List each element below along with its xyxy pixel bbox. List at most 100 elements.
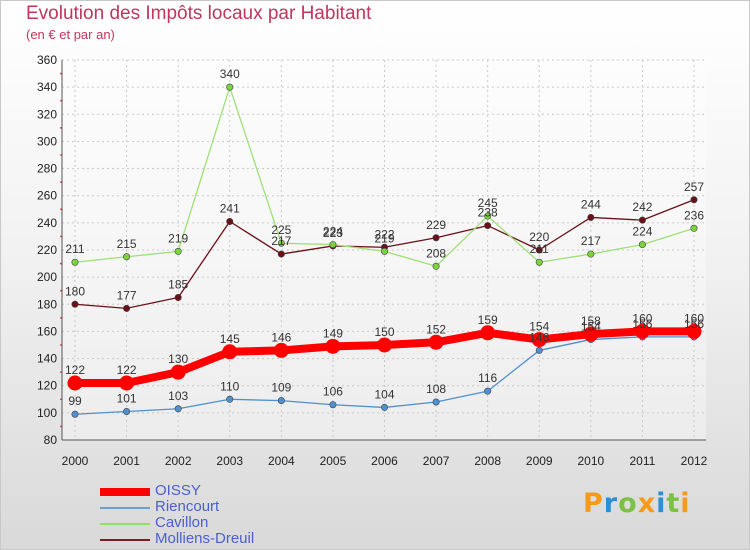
data-label-oissy: 160 — [684, 311, 704, 325]
y-tick-label: 120 — [37, 379, 57, 393]
data-label-molliens-dreuil: 177 — [117, 288, 137, 302]
y-minor-tick — [60, 126, 62, 129]
y-tick-label: 300 — [37, 134, 57, 148]
data-point-riencourt — [432, 398, 440, 406]
data-point-oissy — [583, 326, 599, 342]
x-tick-label: 2009 — [526, 454, 553, 468]
y-minor-tick — [60, 289, 62, 292]
data-point-oissy — [67, 375, 83, 391]
data-point-cavillon — [690, 224, 698, 232]
chart-subtitle: (en € et par an) — [26, 27, 115, 42]
x-tick-label: 2010 — [577, 454, 604, 468]
data-point-molliens-dreuil — [277, 250, 285, 258]
data-point-molliens-dreuil — [638, 216, 646, 224]
logo-letter: i — [656, 488, 667, 519]
data-label-oissy: 152 — [426, 322, 446, 336]
data-label-riencourt: 156 — [632, 317, 652, 331]
x-tick-label: 2004 — [268, 454, 295, 468]
data-label-molliens-dreuil: 222 — [374, 227, 394, 241]
data-label-molliens-dreuil: 242 — [632, 200, 652, 214]
y-tick-label: 240 — [37, 216, 57, 230]
data-label-molliens-dreuil: 241 — [220, 202, 240, 216]
data-point-riencourt — [174, 405, 182, 413]
data-label-cavillon: 219 — [374, 231, 394, 245]
x-tick-label: 2003 — [216, 454, 243, 468]
legend-swatch — [100, 488, 150, 496]
data-point-molliens-dreuil — [587, 213, 595, 221]
data-label-cavillon: 236 — [684, 208, 704, 222]
y-minor-tick — [60, 181, 62, 184]
data-point-cavillon — [535, 258, 543, 266]
data-label-oissy: 158 — [581, 314, 601, 328]
data-label-molliens-dreuil: 217 — [271, 234, 291, 248]
y-tick-label: 320 — [37, 107, 57, 121]
data-label-oissy: 160 — [632, 311, 652, 325]
data-label-riencourt: 108 — [426, 382, 446, 396]
data-label-cavillon: 217 — [581, 234, 601, 248]
data-point-riencourt — [226, 395, 234, 403]
data-point-cavillon — [587, 250, 595, 258]
y-minor-tick — [60, 316, 62, 319]
data-label-oissy: 154 — [529, 320, 549, 334]
y-tick-label: 220 — [37, 243, 57, 257]
data-point-oissy — [119, 375, 135, 391]
data-label-molliens-dreuil: 180 — [65, 284, 85, 298]
data-label-cavillon: 340 — [220, 67, 240, 81]
data-point-cavillon — [174, 247, 182, 255]
y-tick-label: 360 — [37, 53, 57, 67]
y-minor-tick — [60, 425, 62, 428]
logo-letter: o — [618, 488, 638, 519]
data-label-oissy: 130 — [168, 352, 188, 366]
data-point-oissy — [273, 342, 289, 358]
legend-label: OISSY — [155, 482, 201, 499]
data-point-riencourt — [484, 387, 492, 395]
y-minor-tick — [60, 208, 62, 211]
x-tick-label: 2007 — [423, 454, 450, 468]
data-label-cavillon: 211 — [65, 242, 84, 256]
x-tick-label: 2002 — [165, 454, 192, 468]
data-point-molliens-dreuil — [690, 196, 698, 204]
data-point-molliens-dreuil — [226, 218, 234, 226]
data-point-riencourt — [71, 410, 79, 418]
data-label-molliens-dreuil: 220 — [529, 230, 549, 244]
data-label-oissy: 146 — [271, 330, 291, 344]
data-label-oissy: 122 — [65, 363, 85, 377]
data-point-riencourt — [277, 397, 285, 405]
y-minor-tick — [60, 235, 62, 238]
data-label-oissy: 145 — [220, 332, 240, 346]
y-tick-label: 200 — [37, 270, 57, 284]
legend-label: Cavillon — [155, 514, 209, 531]
data-point-cavillon — [71, 258, 79, 266]
data-label-cavillon: 208 — [426, 246, 446, 260]
data-label-riencourt: 104 — [374, 387, 394, 401]
data-label-molliens-dreuil: 229 — [426, 218, 446, 232]
data-point-cavillon — [484, 212, 492, 220]
data-label-oissy: 122 — [117, 363, 137, 377]
data-point-cavillon — [329, 241, 337, 249]
legend-swatch — [100, 507, 150, 509]
data-label-cavillon: 225 — [271, 223, 291, 237]
data-label-cavillon: 224 — [323, 225, 343, 239]
data-label-riencourt: 154 — [581, 320, 601, 334]
data-point-oissy — [634, 323, 650, 339]
data-point-molliens-dreuil — [432, 234, 440, 242]
legend-label: Molliens-Dreuil — [155, 530, 255, 547]
data-label-cavillon: 215 — [117, 237, 137, 251]
y-minor-tick — [60, 398, 62, 401]
data-label-cavillon: 245 — [478, 196, 498, 210]
legend-swatch — [100, 523, 150, 525]
data-point-cavillon — [432, 262, 440, 270]
data-point-molliens-dreuil — [535, 246, 543, 254]
data-label-riencourt: 156 — [684, 317, 704, 331]
data-label-riencourt: 110 — [220, 379, 239, 393]
y-minor-tick — [60, 99, 62, 102]
data-point-molliens-dreuil — [484, 222, 492, 230]
data-point-oissy — [325, 338, 341, 354]
logo-letter: P — [583, 488, 604, 519]
y-tick-label: 140 — [37, 352, 57, 366]
data-point-riencourt — [380, 403, 388, 411]
data-label-oissy: 149 — [323, 326, 343, 340]
legend-swatch — [100, 539, 150, 541]
x-tick-label: 2012 — [681, 454, 708, 468]
x-tick-label: 2001 — [113, 454, 140, 468]
